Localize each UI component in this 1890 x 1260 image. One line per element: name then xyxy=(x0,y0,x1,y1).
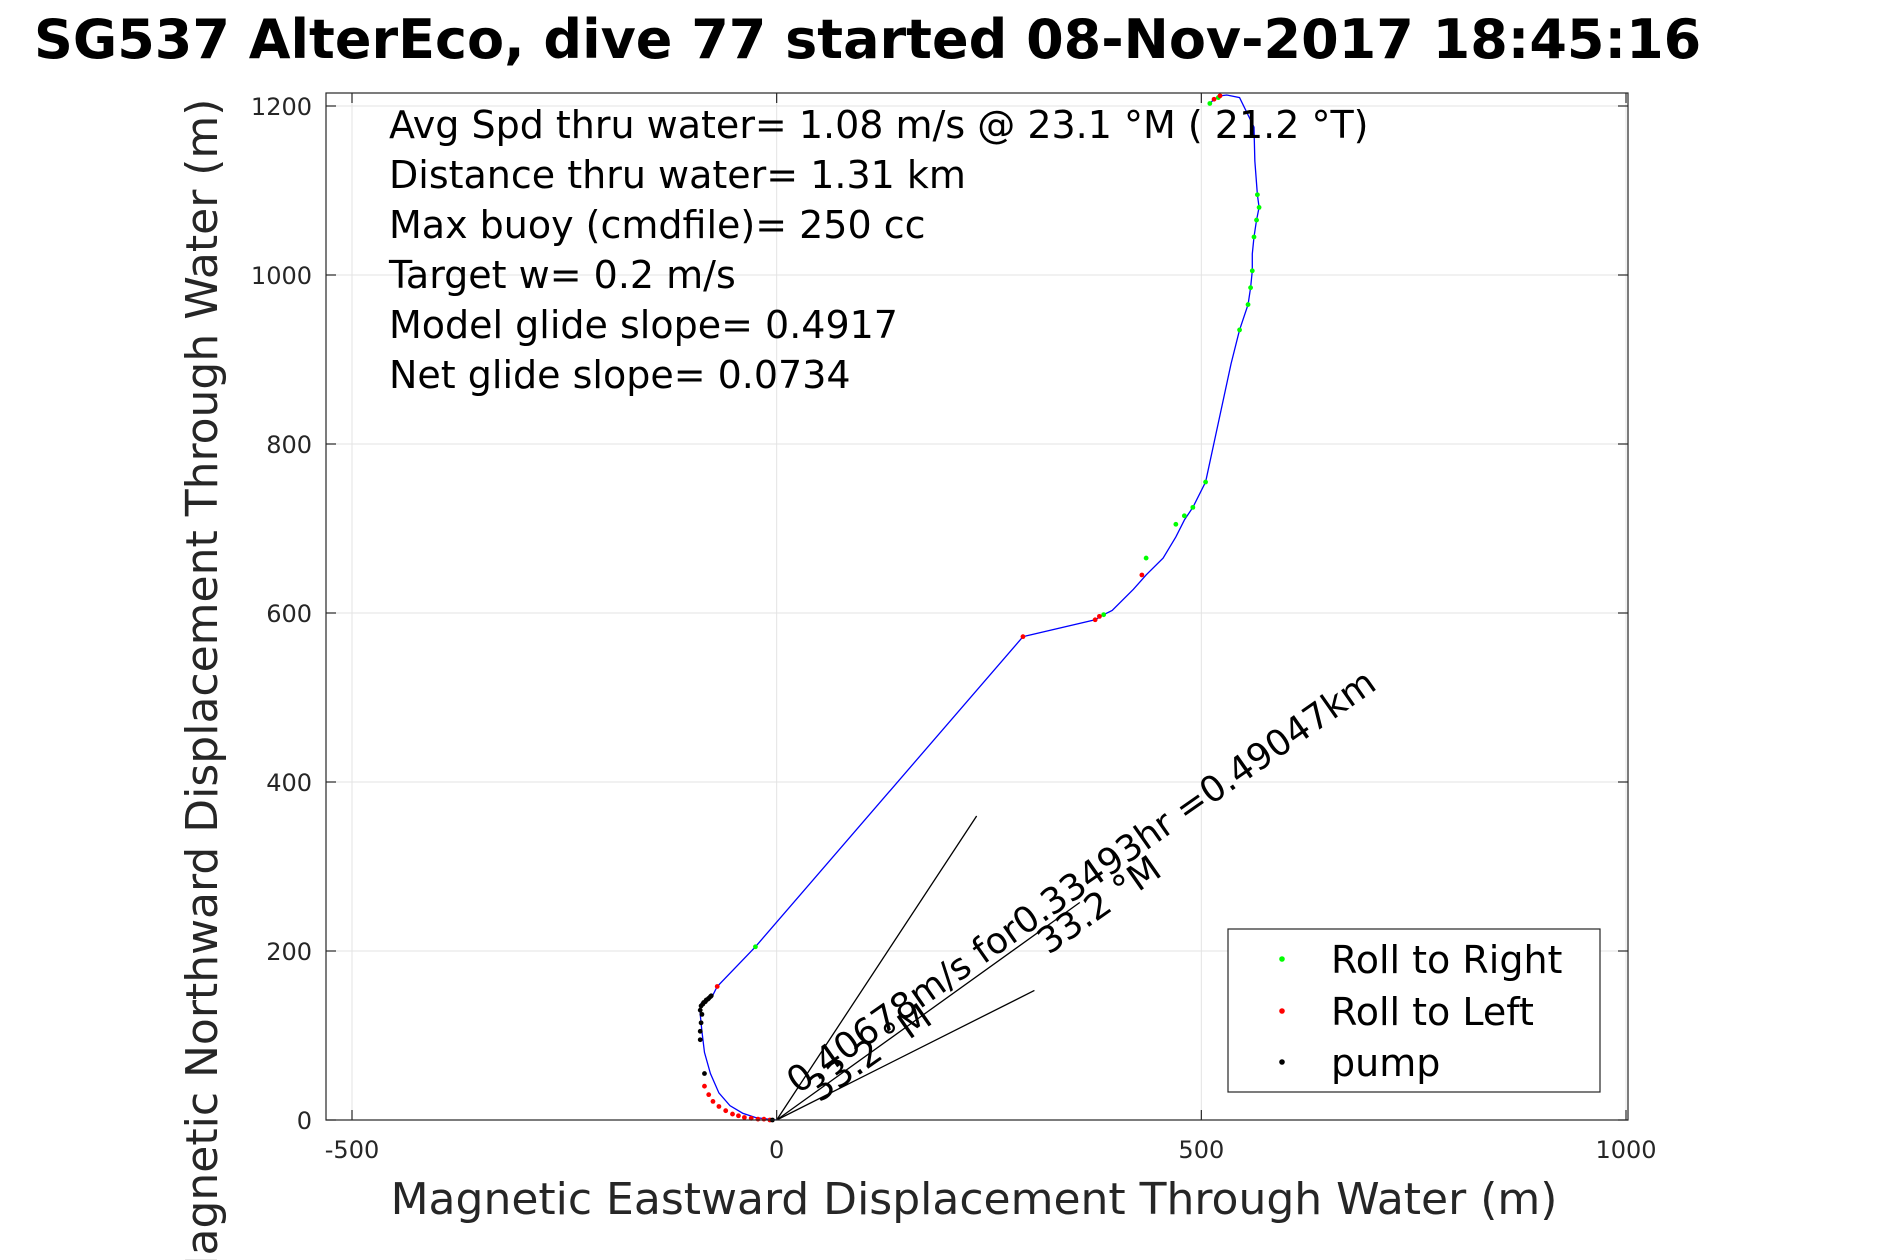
marker-roll-to-right xyxy=(1245,302,1251,307)
marker-roll-to-right xyxy=(1101,612,1107,618)
marker-roll-to-right xyxy=(1248,285,1253,291)
marker-roll-to-left xyxy=(1020,634,1026,640)
marker-roll-to-left xyxy=(761,1116,767,1122)
x-tick-labels: -500 0 500 1000 xyxy=(325,1136,1657,1164)
marker-roll-to-left xyxy=(706,1092,712,1098)
sample-markers xyxy=(697,93,1262,1123)
legend-marker-pump xyxy=(1279,1059,1285,1065)
marker-roll-to-right xyxy=(1251,234,1257,240)
x-tick-label: -500 xyxy=(325,1136,379,1164)
y-tick-label: 0 xyxy=(297,1107,312,1135)
marker-roll-to-left xyxy=(755,1116,761,1122)
marker-roll-to-right xyxy=(1254,217,1259,223)
marker-pump xyxy=(699,1011,705,1017)
x-axis-label: Magnetic Eastward Displacement Through W… xyxy=(391,1174,1558,1225)
marker-roll-to-left xyxy=(1211,96,1217,102)
legend-marker-roll-to-right xyxy=(1279,956,1285,962)
marker-roll-to-right xyxy=(753,944,758,950)
axis-ticks xyxy=(326,93,1628,1121)
marker-roll-to-right xyxy=(1237,327,1242,333)
legend-label-roll-to-right: Roll to Right xyxy=(1331,938,1562,982)
marker-pump xyxy=(708,993,714,999)
marker-roll-to-left xyxy=(730,1111,735,1117)
marker-pump xyxy=(697,1037,703,1043)
x-tick-label: 1000 xyxy=(1595,1136,1656,1164)
marker-roll-to-right xyxy=(1181,513,1187,519)
info-line: Net glide slope= 0.0734 xyxy=(389,353,851,397)
x-tick-label: 500 xyxy=(1178,1136,1224,1164)
legend-marker-roll-to-left xyxy=(1279,1008,1285,1014)
marker-pump xyxy=(697,1028,703,1034)
marker-roll-to-left xyxy=(1092,617,1098,623)
chart-title: SG537 AlterEco, dive 77 started 08-Nov-2… xyxy=(34,8,1701,71)
y-tick-label: 800 xyxy=(266,431,312,459)
marker-roll-to-right xyxy=(1254,192,1260,198)
marker-roll-to-left xyxy=(741,1115,747,1120)
legend-label-roll-to-left: Roll to Left xyxy=(1331,990,1534,1034)
legend: Roll to Right Roll to Left pump xyxy=(1227,928,1601,1093)
marker-roll-to-right xyxy=(1249,268,1255,274)
y-axis-label: Magnetic Northward Displacement Through … xyxy=(177,99,228,1260)
y-tick-labels: 0 200 400 600 800 1000 1200 xyxy=(251,93,312,1135)
marker-roll-to-left xyxy=(1217,93,1223,99)
bearing-lines xyxy=(776,815,1081,1121)
marker-roll-to-left xyxy=(1097,613,1102,619)
y-tick-label: 600 xyxy=(266,600,312,628)
marker-roll-to-right xyxy=(1173,521,1179,527)
info-line: Target w= 0.2 m/s xyxy=(388,253,736,297)
plot-frame xyxy=(325,92,1629,1121)
x-tick-label: 0 xyxy=(769,1136,784,1164)
y-tick-label: 400 xyxy=(266,769,312,797)
legend-label-pump: pump xyxy=(1331,1041,1440,1085)
info-line: Max buoy (cmdfile)= 250 cc xyxy=(389,203,926,247)
marker-roll-to-left xyxy=(1139,572,1145,578)
y-tick-label: 200 xyxy=(266,938,312,966)
legend-box xyxy=(1227,928,1601,1093)
bearing-line xyxy=(776,815,978,1121)
marker-pump xyxy=(697,1007,703,1013)
marker-roll-to-left xyxy=(702,1083,707,1089)
bearing-line xyxy=(776,989,1035,1121)
marker-pump xyxy=(702,1071,707,1076)
marker-roll-to-right xyxy=(1190,504,1196,510)
y-tick-label: 1200 xyxy=(251,93,312,121)
marker-roll-to-left xyxy=(710,1099,716,1104)
marker-roll-to-left xyxy=(716,1104,722,1109)
y-tick-label: 1000 xyxy=(251,262,312,290)
info-line: Distance thru water= 1.31 km xyxy=(389,153,966,197)
marker-roll-to-right xyxy=(1256,205,1262,210)
marker-roll-to-left xyxy=(723,1108,729,1114)
info-line: Model glide slope= 0.4917 xyxy=(389,303,898,347)
marker-roll-to-right xyxy=(1143,555,1149,561)
marker-roll-to-right xyxy=(1203,479,1208,485)
marker-pump xyxy=(698,1020,704,1026)
marker-roll-to-left xyxy=(736,1113,741,1119)
marker-roll-to-right xyxy=(1207,101,1213,106)
info-annotations: Avg Spd thru water= 1.08 m/s @ 23.1 °M (… xyxy=(388,103,1369,397)
info-line: Avg Spd thru water= 1.08 m/s @ 23.1 °M (… xyxy=(389,103,1369,147)
marker-roll-to-left xyxy=(714,984,720,989)
bearing-line xyxy=(776,901,1081,1121)
